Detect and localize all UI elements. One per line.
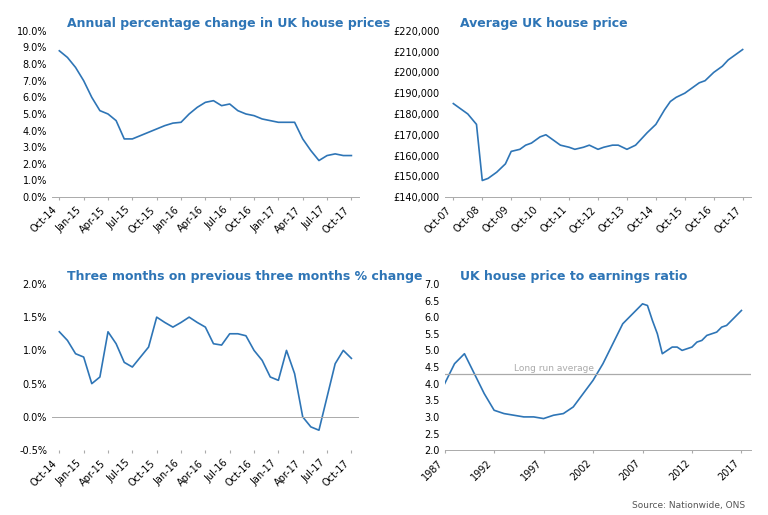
Text: Three months on previous three months % change: Three months on previous three months % … (68, 270, 423, 283)
Text: Long run average: Long run average (514, 364, 594, 373)
Text: UK house price to earnings ratio: UK house price to earnings ratio (460, 270, 687, 283)
Text: Source: Nationwide, ONS: Source: Nationwide, ONS (632, 501, 745, 510)
Text: Annual percentage change in UK house prices: Annual percentage change in UK house pri… (68, 16, 391, 30)
Text: Average UK house price: Average UK house price (460, 16, 627, 30)
